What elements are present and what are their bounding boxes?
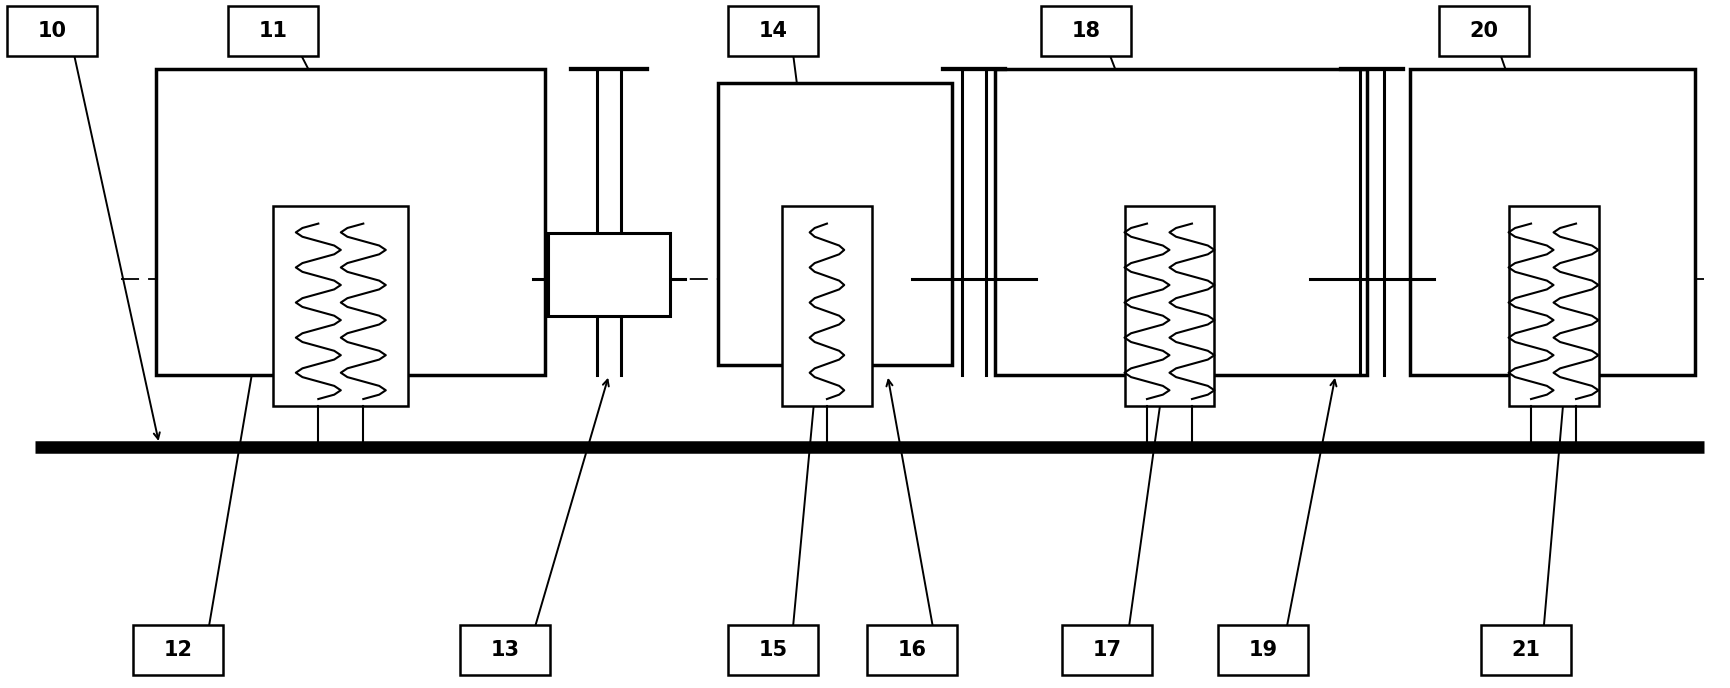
Bar xyxy=(133,625,223,675)
Bar xyxy=(156,69,545,375)
Bar xyxy=(1218,625,1308,675)
Bar xyxy=(1509,206,1599,406)
Text: 11: 11 xyxy=(260,21,287,41)
Bar xyxy=(867,625,957,675)
Bar xyxy=(273,206,408,406)
Text: 12: 12 xyxy=(164,640,192,660)
Text: 15: 15 xyxy=(759,640,787,660)
Bar xyxy=(1041,6,1131,56)
Bar xyxy=(718,83,952,365)
Text: 10: 10 xyxy=(38,21,66,41)
Text: 18: 18 xyxy=(1073,21,1100,41)
Text: 17: 17 xyxy=(1093,640,1121,660)
Bar xyxy=(1481,625,1571,675)
Text: 20: 20 xyxy=(1470,21,1498,41)
Bar xyxy=(228,6,318,56)
Bar xyxy=(548,233,670,316)
Bar xyxy=(728,625,818,675)
Bar xyxy=(1124,206,1214,406)
Bar xyxy=(782,206,872,406)
Bar xyxy=(728,6,818,56)
Bar xyxy=(7,6,97,56)
Text: 21: 21 xyxy=(1512,640,1540,660)
Bar xyxy=(1410,69,1695,375)
Text: 19: 19 xyxy=(1249,640,1277,660)
Text: 16: 16 xyxy=(898,640,926,660)
Bar xyxy=(460,625,550,675)
Bar xyxy=(995,69,1367,375)
Text: 14: 14 xyxy=(759,21,787,41)
Bar xyxy=(1062,625,1152,675)
Bar xyxy=(1439,6,1529,56)
Text: 13: 13 xyxy=(491,640,519,660)
